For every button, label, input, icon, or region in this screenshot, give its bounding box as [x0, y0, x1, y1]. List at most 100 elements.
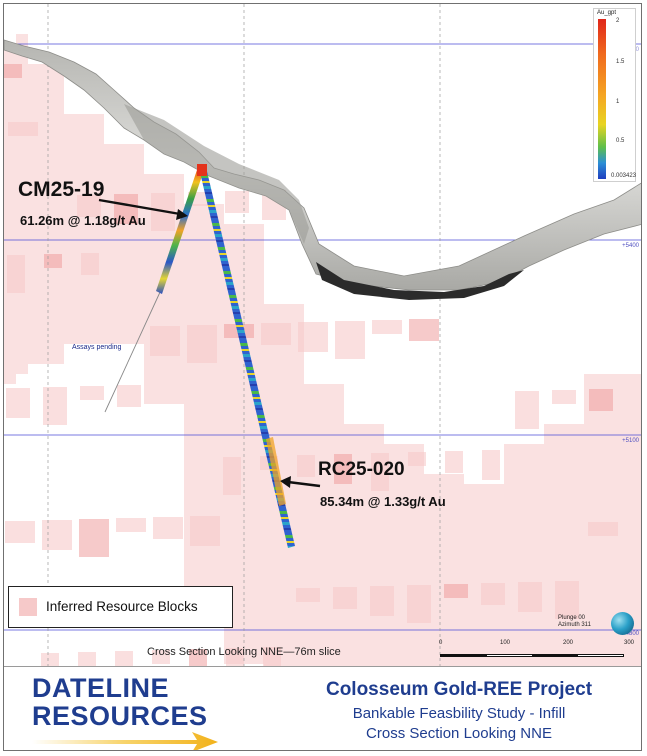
resource-block	[117, 385, 141, 407]
resource-block	[4, 64, 22, 78]
resource-block	[42, 520, 72, 550]
logo-line2: RESOURCES	[32, 701, 208, 731]
scale-segment	[532, 655, 578, 656]
resource-block	[43, 387, 67, 425]
resource-block	[64, 114, 104, 344]
scale-tick: 100	[500, 640, 511, 646]
resource-block	[334, 454, 352, 484]
resource-block	[588, 522, 618, 536]
resource-block	[28, 64, 64, 364]
resource-block	[552, 390, 576, 404]
elevation-label: +5100	[622, 438, 639, 444]
color-ramp	[598, 19, 606, 179]
resource-block	[77, 195, 101, 217]
color-bar-tick: 1	[616, 99, 620, 105]
drillhole-collar	[197, 164, 207, 176]
resource-block	[518, 582, 542, 612]
resource-block	[409, 319, 439, 341]
rc25-020-arrow	[280, 476, 321, 488]
logo-arrow-icon	[32, 732, 218, 750]
color-bar-tick: 0.5	[616, 138, 625, 144]
resource-block	[226, 648, 244, 666]
resource-block	[44, 254, 62, 268]
resource-block	[371, 453, 389, 491]
globe-icon	[611, 612, 634, 635]
color-bar-tick: 1.5	[616, 59, 625, 65]
resource-block	[261, 323, 291, 345]
project-subtitle: Bankable Feasbility Study - Infill	[352, 705, 566, 722]
resource-block	[408, 452, 426, 466]
resource-block	[79, 519, 109, 557]
plunge-label: Plunge 00	[558, 615, 586, 621]
resource-block	[407, 585, 431, 623]
drillhole-cm25-19-intercept: 61.26m @ 1.18g/t Au	[20, 213, 146, 228]
resource-block	[150, 326, 180, 356]
resource-block	[7, 255, 25, 293]
resource-block	[114, 194, 138, 224]
resource-block	[187, 325, 217, 363]
resource-block	[5, 521, 35, 543]
resource-block	[80, 386, 104, 400]
resource-block	[41, 653, 59, 666]
drillhole-rc25-020-label: RC25-020	[318, 459, 405, 480]
section-drawing	[4, 4, 641, 666]
scale-tick: 0	[439, 640, 443, 646]
resource-block	[104, 144, 144, 344]
drillhole-cm25-19-label: CM25-19	[18, 178, 105, 201]
orientation-text: Plunge 00 Azimuth 311	[558, 615, 591, 629]
resource-block	[190, 516, 220, 546]
resource-block	[153, 517, 183, 539]
cm25-19-arrow	[98, 198, 188, 220]
resource-block	[78, 652, 96, 666]
drillhole-cm25-19-trace	[156, 167, 204, 294]
color-bar-tick: 0.003423	[611, 173, 637, 179]
color-bar-title: Au_gpt	[597, 10, 617, 16]
resource-block	[81, 253, 99, 275]
scale-bar: 0 100 200 300	[434, 639, 634, 665]
elevation-label: +4800	[622, 631, 639, 637]
resource-block	[263, 647, 281, 666]
resource-block	[298, 322, 328, 352]
cross-section-view: CM25-19 61.26m @ 1.18g/t Au RC25-020 85.…	[4, 4, 641, 666]
resource-block	[297, 455, 315, 477]
company-logo: DATELINE RESOURCES	[32, 673, 232, 750]
resource-block	[304, 384, 344, 666]
drillhole-rc25-020-intercept	[266, 437, 286, 506]
color-bar-tick: 2	[616, 18, 620, 24]
scale-tick: 200	[563, 640, 574, 646]
section-caption: Cross Section Looking NNE—76m slice	[147, 646, 341, 658]
resource-block	[424, 474, 464, 666]
project-subtitle-section: Cross Section Looking NNE	[366, 725, 552, 742]
legend-swatch-inferred	[19, 598, 37, 616]
resource-block	[152, 650, 170, 664]
resource-block	[115, 651, 133, 666]
inferred-resource-blocks	[4, 34, 641, 666]
legend-label: Inferred Resource Blocks	[46, 599, 198, 614]
elevation-label: +5400	[622, 243, 639, 249]
resource-block	[264, 304, 304, 666]
section-grid	[4, 43, 641, 631]
resource-block	[223, 457, 241, 495]
figure-frame: CM25-19 61.26m @ 1.18g/t Au RC25-020 85.…	[3, 3, 642, 751]
planned-hole-trace	[104, 289, 162, 413]
pit-wall-shading	[124, 104, 309, 244]
resource-block	[16, 34, 28, 374]
resource-block	[189, 649, 207, 666]
resource-block	[544, 424, 584, 666]
map-legend: Inferred Resource Blocks	[8, 586, 233, 628]
resource-block	[4, 44, 16, 384]
resource-block	[555, 581, 579, 619]
project-title: Colosseum Gold-REE Project	[325, 679, 593, 700]
resource-block	[225, 191, 249, 213]
resource-block	[515, 391, 539, 429]
resource-block	[370, 586, 394, 616]
footer-banner: DATELINE RESOURCES Colosseum Gold-REE Pr…	[4, 666, 641, 750]
resource-block	[445, 451, 463, 473]
scale-tick: 300	[624, 640, 635, 646]
resource-block	[384, 444, 424, 666]
resource-block	[6, 388, 30, 418]
scale-segment	[441, 655, 487, 656]
orientation-widget: Plunge 00 Azimuth 311	[558, 612, 638, 642]
resource-block	[296, 588, 320, 602]
resource-block	[333, 587, 357, 609]
